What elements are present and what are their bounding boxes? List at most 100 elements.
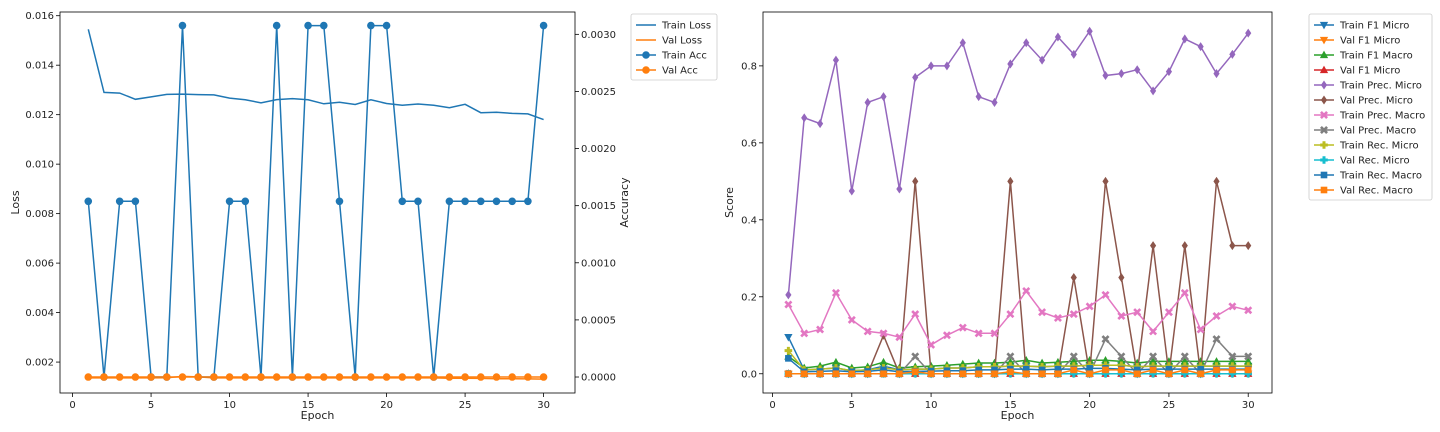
data-point [1053,313,1062,322]
legend-marker [1320,156,1328,164]
data-point [461,197,469,206]
legend-label: Train Rec. Macro [1339,171,1422,182]
data-point [131,197,140,206]
y-axis-label: Score [723,187,736,218]
series-line-2 [787,355,1249,369]
plot-frame [762,11,1273,394]
x-tick-label: 15 [302,400,315,411]
data-point [800,370,808,378]
y-axis-label: Loss [9,190,22,214]
y-tick-label: 0.010 [25,160,54,171]
data-point [1165,67,1173,77]
data-point [1054,32,1062,42]
y-tick-label: 0.8 [741,61,757,72]
y2-tick-label: 0.0015 [581,201,616,212]
data-point [84,197,93,206]
data-point [429,373,438,381]
data-point [800,329,809,338]
y-tick-label: 0.0 [741,369,757,380]
data-point [1086,370,1093,378]
data-point [1069,310,1078,319]
legend-label: Train Prec. Micro [1339,81,1422,92]
data-point [272,21,281,30]
data-point [414,197,422,206]
data-point [225,197,234,206]
data-point [1101,290,1110,299]
data-point [367,373,375,381]
data-point [1006,310,1015,319]
data-point [1070,273,1077,283]
data-point [1197,42,1204,52]
data-point [492,197,501,206]
data-point [1118,273,1125,283]
data-point [1229,366,1236,374]
data-point [257,373,265,381]
data-point [896,370,903,378]
data-point [241,197,250,206]
data-point [911,368,919,376]
y-tick-label: 0.016 [25,11,54,22]
data-point [1006,352,1015,361]
data-point [975,92,982,102]
legend-marker [1319,65,1329,74]
data-point [304,21,312,30]
y-tick-label: 0.006 [25,259,54,270]
data-point [817,119,824,129]
data-point [398,373,407,381]
data-point [864,370,871,378]
x-tick-label: 10 [925,400,938,411]
data-point [225,373,234,381]
data-point [927,340,936,349]
data-point [1149,366,1157,374]
data-point [1038,55,1046,65]
data-point [194,373,202,381]
legend-marker [642,66,650,74]
data-point [895,333,904,342]
data-point [959,370,967,378]
data-point [1133,370,1141,378]
data-point [1007,176,1014,186]
x-tick-label: 30 [1242,400,1255,411]
y2-tick-label: 0.0010 [581,258,616,269]
data-point [115,197,124,206]
x-tick-label: 25 [459,400,472,411]
data-point [100,373,108,381]
data-point [959,38,966,48]
score-chart: 0 5 10 15 20 25 30 0.0 0.2 0.4 0.6 0.8 Epoch Score Tra… [723,11,1433,422]
data-point [863,327,872,336]
y-tick-label: 0.002 [25,358,54,369]
data-point [975,370,982,378]
legend-marker [1319,36,1329,45]
y-tick-label: 0.008 [25,209,54,220]
y2-tick-label: 0.0020 [581,144,616,155]
legend-marker [1320,171,1328,179]
data-point [1038,370,1046,378]
data-point [382,21,391,30]
data-point [1086,365,1093,372]
data-point [785,355,792,362]
legend-box [630,13,718,81]
legend-marker [1319,21,1329,30]
data-point [832,55,840,65]
data-point [879,357,888,366]
data-point [508,197,516,206]
data-point [1022,370,1030,378]
data-point [445,373,454,381]
data-point [879,329,888,338]
data-point [84,373,93,381]
data-point [539,21,548,30]
data-point [974,329,983,338]
data-point [445,197,454,206]
x-axis-label: Epoch [301,409,335,422]
data-point [539,373,548,381]
data-point [831,288,840,297]
data-point [1070,366,1078,374]
data-point [943,61,951,71]
data-point [1149,241,1157,251]
series-line-5 [788,181,1249,375]
legend-label: Val Rec. Micro [1340,156,1410,167]
data-point [1245,241,1252,251]
data-point [335,373,344,381]
data-point [1180,288,1189,297]
